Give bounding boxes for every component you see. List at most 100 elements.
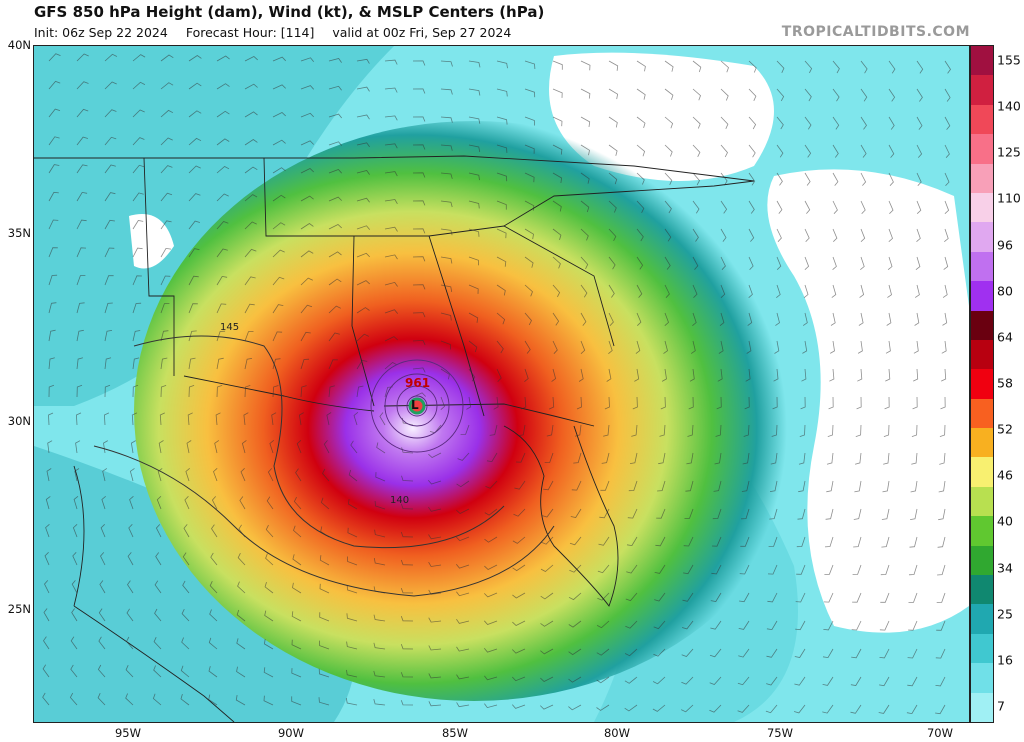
wind-barb xyxy=(412,200,426,206)
wind-barb xyxy=(580,116,591,127)
wind-barb xyxy=(769,480,778,492)
wind-barb xyxy=(401,447,414,454)
wind-barb xyxy=(412,144,426,150)
wind-barb xyxy=(400,559,414,566)
wind-barb xyxy=(155,552,162,566)
wind-barb xyxy=(322,468,330,482)
wind-barb xyxy=(740,508,750,520)
storm-pressure-label: 961 xyxy=(405,376,431,390)
wind-barb xyxy=(244,56,258,62)
wind-barb xyxy=(97,664,106,678)
wind-barb xyxy=(911,452,918,465)
colorbar-segment xyxy=(971,516,993,546)
wind-barb xyxy=(858,312,864,326)
wind-barb xyxy=(216,166,230,174)
colorbar-segment xyxy=(971,369,993,399)
wind-barb xyxy=(944,172,950,186)
wind-barb xyxy=(48,412,54,426)
wind-barb xyxy=(244,166,258,174)
wind-barb xyxy=(244,221,257,230)
wind-barb xyxy=(856,396,862,410)
colorbar-segment xyxy=(971,428,993,458)
wind-barb xyxy=(682,592,694,602)
wind-barb xyxy=(300,385,307,398)
wind-barb xyxy=(540,620,554,627)
wind-barb xyxy=(319,640,330,650)
map-canvas xyxy=(34,46,969,722)
wind-barb xyxy=(513,508,526,517)
wind-barb xyxy=(72,552,78,566)
wind-barb xyxy=(42,692,50,706)
wind-barb xyxy=(440,256,453,264)
wind-barb xyxy=(42,664,50,678)
wind-barb xyxy=(720,60,729,73)
wind-barb xyxy=(104,192,116,202)
wind-barb xyxy=(440,368,450,380)
wind-barb xyxy=(440,396,445,410)
wind-barb xyxy=(743,424,750,437)
wind-barb xyxy=(240,468,246,482)
wind-barb xyxy=(244,139,258,146)
wind-barb xyxy=(832,116,840,130)
colorbar-segment xyxy=(971,398,993,429)
wind-barb xyxy=(216,55,230,62)
wind-barb xyxy=(70,636,78,650)
wind-barb xyxy=(910,480,918,493)
wind-barb xyxy=(328,58,342,63)
wind-barb xyxy=(826,452,834,465)
wind-barb xyxy=(318,668,330,678)
wind-barb xyxy=(603,424,610,437)
wind-barb xyxy=(860,88,868,102)
wind-barb xyxy=(76,81,89,90)
colorbar-tick-label: 140 xyxy=(997,98,1021,114)
wind-barb xyxy=(237,581,246,594)
wind-barb xyxy=(625,592,638,602)
wind-barb xyxy=(766,620,778,631)
wind-barb xyxy=(804,144,812,158)
wind-barb xyxy=(158,440,164,454)
wind-barb xyxy=(769,508,778,520)
wind-barb xyxy=(129,495,134,510)
wind-barb xyxy=(770,452,778,465)
wind-barb xyxy=(300,168,314,174)
wind-barb xyxy=(944,60,951,74)
wind-barb xyxy=(468,116,481,124)
wind-barb xyxy=(692,284,698,298)
wind-barb xyxy=(345,698,358,706)
wind-barb xyxy=(512,676,526,682)
wind-barb xyxy=(916,228,921,243)
wind-barb xyxy=(880,592,890,603)
wind-barb xyxy=(187,412,193,426)
wind-barb xyxy=(468,228,480,237)
wind-barb xyxy=(271,412,277,426)
wind-barb xyxy=(717,368,723,382)
wind-barb xyxy=(493,396,499,410)
wind-barb xyxy=(132,164,145,174)
wind-barb xyxy=(412,88,426,94)
wind-barb xyxy=(552,172,563,184)
wind-barb xyxy=(76,384,83,398)
wind-barb xyxy=(608,284,615,298)
wind-barb xyxy=(524,88,536,98)
wind-barb xyxy=(132,357,140,370)
wind-barb xyxy=(541,536,554,545)
wind-barb xyxy=(913,340,919,354)
wind-barb xyxy=(181,637,190,650)
wind-barb xyxy=(854,452,862,465)
wind-barb xyxy=(188,165,201,174)
wind-barb xyxy=(373,614,386,622)
wind-barb xyxy=(76,247,87,258)
wind-barb xyxy=(154,580,162,594)
wind-barb xyxy=(485,480,498,489)
wind-barb xyxy=(524,228,534,240)
colorbar-tick-label: 52 xyxy=(997,421,1013,437)
wind-barb xyxy=(710,592,722,602)
wind-barb xyxy=(568,648,582,656)
wind-barb xyxy=(692,312,697,327)
colorbar-tick-label: 96 xyxy=(997,237,1013,253)
wind-barb xyxy=(941,368,947,382)
wind-barb xyxy=(802,312,808,326)
wind-barb xyxy=(569,564,582,573)
wind-barb xyxy=(104,164,116,174)
wind-barb xyxy=(908,592,918,603)
